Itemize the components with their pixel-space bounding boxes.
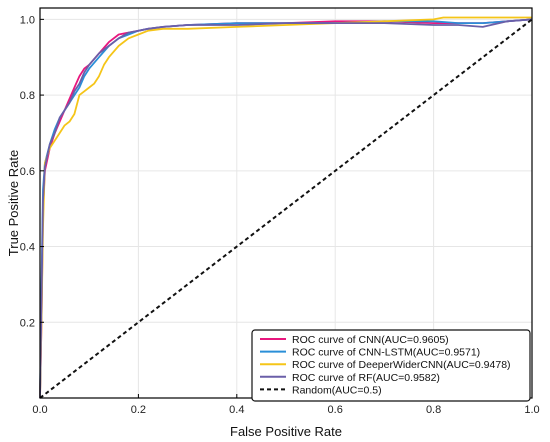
legend-label: ROC curve of CNN-LSTM(AUC=0.9571)	[292, 347, 480, 359]
y-tick-label: 0.8	[20, 90, 35, 102]
legend: ROC curve of CNN(AUC=0.9605)ROC curve of…	[251, 329, 531, 402]
legend-label: ROC curve of DeeperWiderCNN(AUC=0.9478)	[292, 359, 511, 371]
y-tick-label: 0.6	[20, 166, 35, 178]
plot-series	[39, 16, 533, 399]
x-tick-label: 0.2	[131, 404, 146, 416]
x-tick-label: 1.0	[524, 404, 539, 416]
y-tick-label: 1.0	[20, 14, 35, 26]
series-line-2	[39, 16, 532, 399]
series-line-3	[39, 18, 533, 399]
x-tick-label: 0.0	[32, 404, 47, 416]
legend-label: Random(AUC=0.5)	[292, 384, 382, 396]
y-tick-label: 0.2	[20, 317, 35, 329]
x-tick-label: 0.4	[229, 404, 244, 416]
legend-label: ROC curve of RF(AUC=0.9582)	[292, 372, 440, 384]
series-line-4	[39, 18, 533, 399]
legend-box	[251, 329, 531, 402]
y-tick-label: 0.4	[20, 242, 35, 254]
x-tick-label: 0.8	[426, 404, 441, 416]
legend-label: ROC curve of CNN(AUC=0.9605)	[292, 334, 449, 346]
y-axis-title: True Positive Rate	[6, 150, 21, 256]
x-axis-title: False Positive Rate	[230, 424, 342, 439]
x-tick-label: 0.6	[328, 404, 343, 416]
grid	[40, 8, 532, 398]
